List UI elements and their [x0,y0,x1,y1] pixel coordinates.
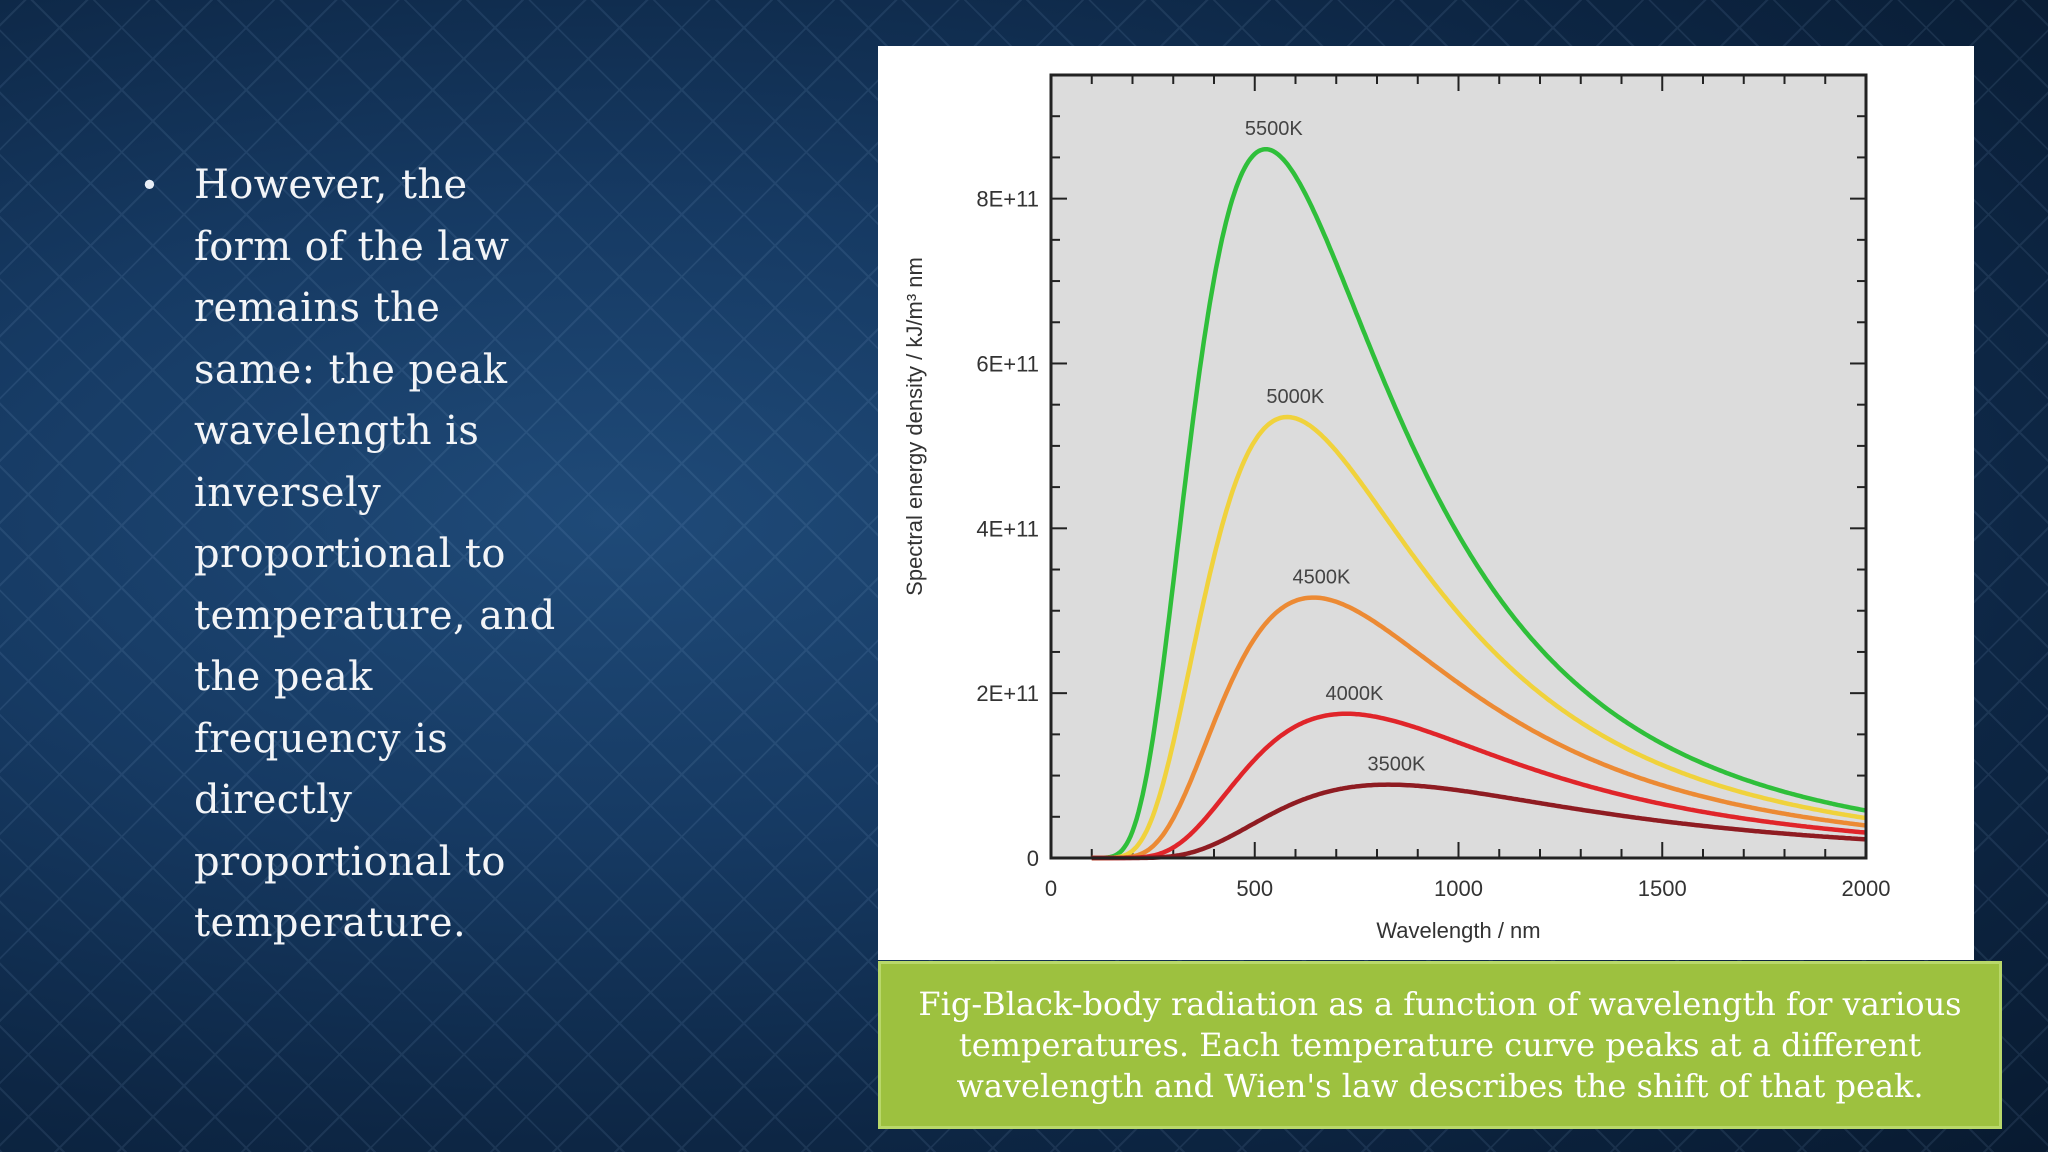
series-line-5000K [1091,414,1867,861]
y-tick-label: 4E+11 [976,516,1039,541]
bullet-line: proportional to [194,838,506,885]
bullet-line: inversely [194,469,382,516]
series-labels: 5500K 5000K 4500K 4000K 3500K [1245,118,1426,775]
bullet-line: remains the [194,285,441,331]
series-label-5000K: 5000K [1266,386,1324,408]
x-tick-label: 1000 [1434,876,1483,901]
bullet-marker: • [140,166,159,204]
bullet-line: temperature. [194,900,467,946]
bullet-line: the peak [194,654,373,700]
bullet-line: proportional to [194,531,506,577]
x-tick-label: 0 [1045,876,1057,901]
caption-line: temperatures. Each temperature curve pea… [958,1025,1922,1064]
series-label-4500K: 4500K [1293,567,1351,589]
x-tick-label: 500 [1236,876,1273,901]
x-tick-label: 1500 [1638,876,1687,901]
x-tick-label: 2000 [1842,876,1891,901]
y-tick-label: 6E+11 [976,351,1039,376]
series-line-3500K [1091,782,1867,861]
series-curves [1091,146,1867,861]
series-label-3500K: 3500K [1367,754,1425,776]
series-line-4500K [1091,595,1867,861]
figure-caption: Fig-Black-body radiation as a function o… [878,961,2002,1129]
y-axis-title: Spectral energy density / kJ/m³ nm [902,257,927,596]
bullet-line: frequency is [194,715,449,762]
series-label-4000K: 4000K [1326,683,1384,705]
bullet-text: However, the form of the law remains the… [194,155,574,955]
bullet-line: directly [194,777,353,823]
bullet-line: same: the peak [194,346,508,393]
blackbody-chart: 0 500 1000 1500 2000 0 2E+11 4E+11 6E+11 8E+11 55… [902,73,1890,943]
series-label-5500K: 5500K [1245,118,1303,140]
caption-line: wavelength and Wien's law describes the … [956,1066,1924,1105]
y-tick-label: 8E+11 [976,187,1039,212]
bullet-line: However, the [194,162,468,208]
chart-figure: 0 500 1000 1500 2000 0 2E+11 4E+11 6E+11 8E+11 55… [878,46,1974,960]
series-line-5500K [1091,146,1867,861]
bullet-line: temperature, and [194,592,556,639]
y-tick-label: 0 [1027,846,1039,871]
x-axis-title: Wavelength / nm [1376,918,1540,943]
plot-frame [1049,73,1868,860]
series-line-4000K [1091,711,1867,861]
caption-line: Fig-Black-body radiation as a function o… [918,984,1962,1023]
bullet-line: wavelength is [194,408,480,454]
tick-labels: 0 500 1000 1500 2000 0 2E+11 4E+11 6E+11 8E+11 [976,187,1890,901]
bullet-line: form of the law [194,223,510,270]
y-tick-label: 2E+11 [976,681,1039,706]
caption-text: Fig-Black-body radiation as a function o… [910,984,1970,1107]
